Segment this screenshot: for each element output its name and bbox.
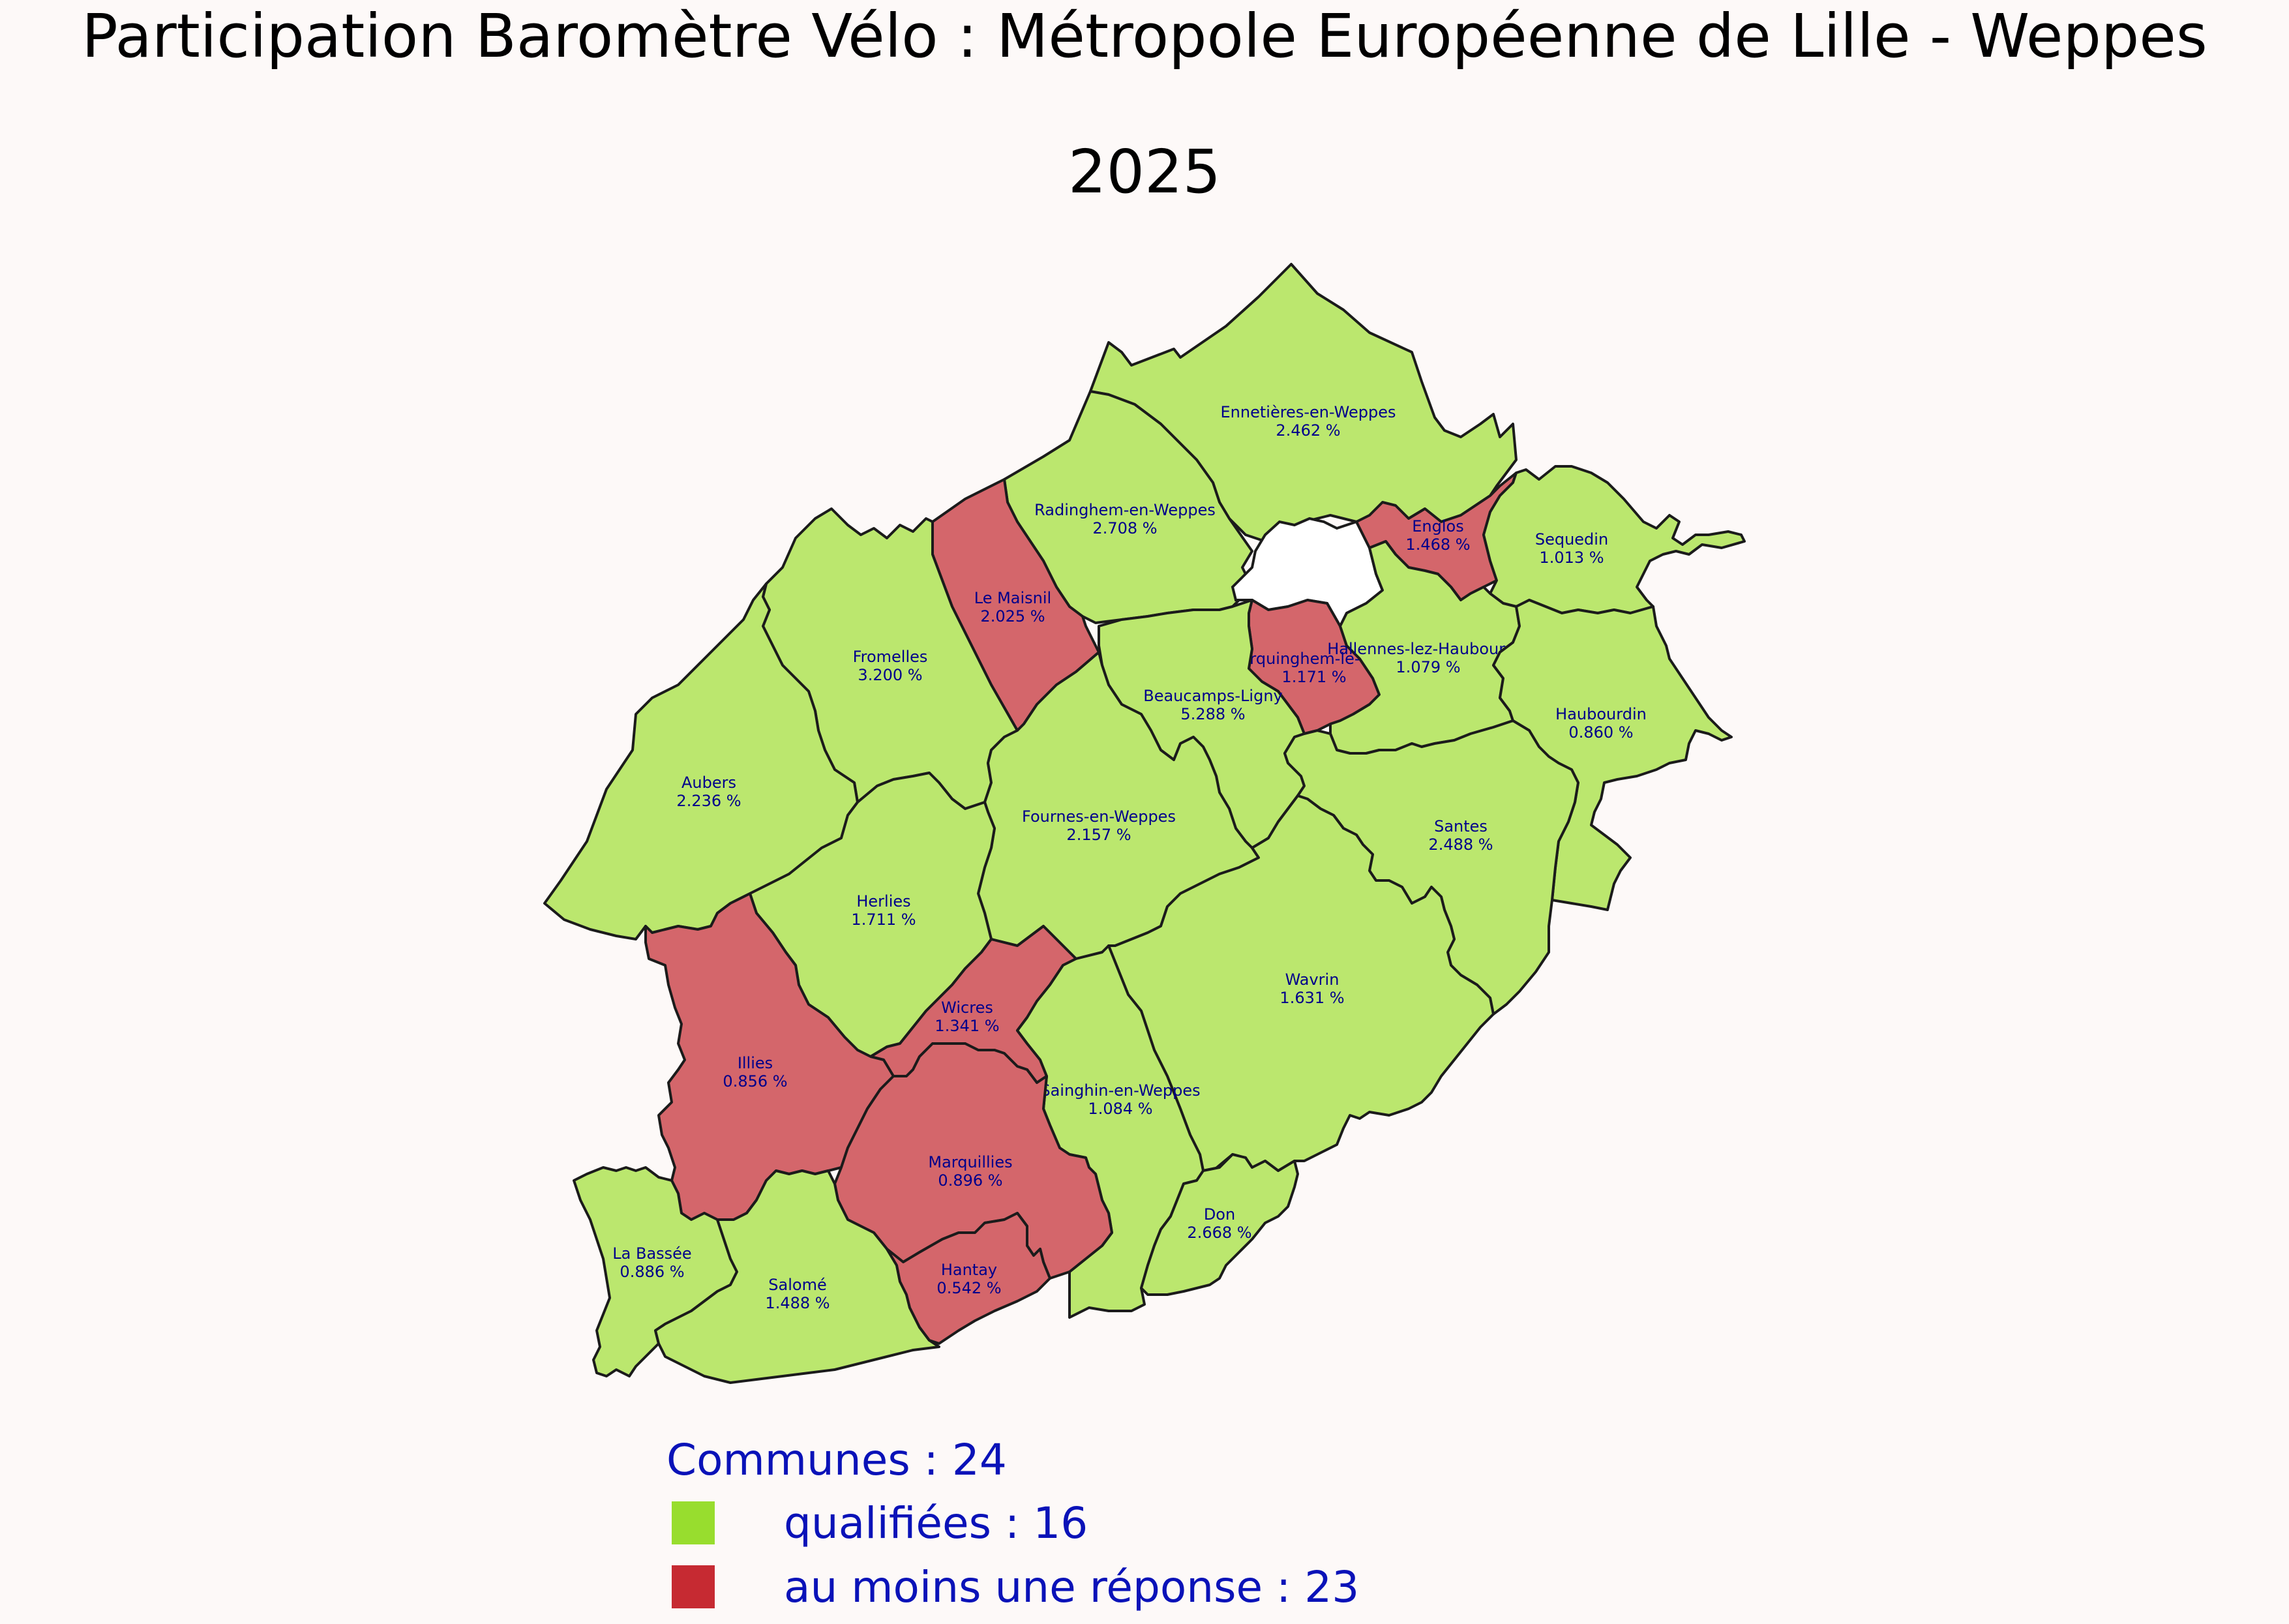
- commune-le-maisnil[interactable]: Le Maisnil 2.025 %: [931, 478, 1100, 732]
- commune-value-label: 2.462 %: [1276, 421, 1340, 440]
- commune-sainghin-en-weppes[interactable]: Sainghin-en-Weppes 1.084 %: [1016, 944, 1234, 1319]
- commune-name-label: Beaucamps-Ligny: [1143, 687, 1283, 705]
- commune-name-label: Hantay: [941, 1261, 997, 1279]
- commune-value-label: 2.236 %: [676, 792, 741, 810]
- commune-sequedin[interactable]: Sequedin 1.013 %: [1482, 465, 1746, 614]
- commune-name-label: Aubers: [681, 774, 736, 792]
- commune-name-label: Ennetières-en-Weppes: [1221, 403, 1396, 421]
- legend-label-qualified: qualifiées : 16: [784, 1497, 1088, 1548]
- commune-value-label: 1.013 %: [1539, 549, 1604, 567]
- commune-name-label: Marquillies: [928, 1153, 1012, 1171]
- commune-name-label: Santes: [1434, 817, 1488, 835]
- legend-item-qualified: qualifiées : 16: [672, 1497, 1088, 1548]
- commune-value-label: 2.157 %: [1066, 826, 1131, 844]
- commune-name-label: Radinghem-en-Weppes: [1034, 501, 1216, 519]
- legend-swatch-qualified: [672, 1501, 715, 1544]
- legend-title: Communes : 24: [666, 1435, 1007, 1485]
- commune-name-label: Fromelles: [853, 648, 928, 666]
- commune-name-label: Haubourdin: [1555, 705, 1647, 723]
- commune-ennetieres-en-weppes[interactable]: Ennetières-en-Weppes 2.462 %: [1089, 263, 1518, 543]
- commune-marquillies[interactable]: Marquillies 0.896 %: [833, 1042, 1113, 1280]
- commune-fournes-en-weppes[interactable]: Fournes-en-Weppes 2.157 %: [977, 651, 1260, 960]
- commune-value-label: 0.886 %: [620, 1263, 684, 1281]
- commune-value-label: 0.856 %: [723, 1072, 787, 1090]
- commune-value-label: 1.171 %: [1281, 668, 1346, 686]
- commune-value-label: 2.708 %: [1092, 519, 1157, 537]
- map-title: Participation Baromètre Vélo : Métropole…: [82, 1, 2207, 71]
- legend-label-partial: au moins une réponse : 23: [784, 1561, 1360, 1612]
- legend-swatch-partial: [672, 1565, 715, 1608]
- map-year: 2025: [1068, 137, 1221, 207]
- commune-value-label: 1.488 %: [765, 1294, 830, 1312]
- commune-value-label: 0.896 %: [938, 1171, 1002, 1190]
- commune-name-label: Wicres: [941, 999, 993, 1017]
- commune-hallennes-lez-haubourdin[interactable]: Hallennes-lez-Haubourdin 1.079 %: [1327, 540, 1529, 755]
- commune-beaucamps-ligny[interactable]: Beaucamps-Ligny 5.288 %: [1098, 599, 1306, 849]
- commune-hantay[interactable]: Hantay 0.542 %: [886, 1212, 1051, 1345]
- commune-salome[interactable]: Salomé 1.488 %: [654, 1169, 940, 1384]
- commune-value-label: 2.488 %: [1428, 835, 1493, 854]
- commune-value-label: 5.288 %: [1180, 705, 1245, 723]
- commune-name-label: Don: [1204, 1205, 1235, 1224]
- commune-value-label: 1.631 %: [1279, 989, 1344, 1007]
- commune-value-label: 0.860 %: [1568, 723, 1633, 742]
- commune-name-label: Sainghin-en-Weppes: [1040, 1081, 1200, 1100]
- commune-name-label: Le Maisnil: [974, 589, 1051, 607]
- commune-la-bassee[interactable]: La Bassée 0.886 %: [573, 1166, 738, 1377]
- commune-don[interactable]: Don 2.668 %: [1140, 1153, 1299, 1296]
- commune-name-label: Illies: [738, 1054, 773, 1072]
- commune-name-label: Wavrin: [1285, 970, 1339, 989]
- commune-name-label: Sequedin: [1535, 530, 1608, 549]
- commune-value-label: 1.341 %: [935, 1017, 999, 1035]
- commune-radinghem-en-weppes[interactable]: Radinghem-en-Weppes 2.708 %: [1003, 390, 1253, 627]
- commune-name-label: Englos: [1412, 517, 1463, 535]
- commune-name-label: La Bassée: [612, 1244, 691, 1263]
- commune-value-label: 1.079 %: [1396, 658, 1460, 676]
- commune-name-label: Fournes-en-Weppes: [1022, 807, 1176, 826]
- commune-value-label: 2.668 %: [1187, 1224, 1251, 1242]
- commune-name-label: Hallennes-lez-Haubourdin: [1327, 640, 1529, 658]
- commune-value-label: 2.025 %: [980, 607, 1045, 625]
- commune-illies[interactable]: Illies 0.856 %: [644, 892, 895, 1221]
- commune-name-label: Salomé: [768, 1276, 826, 1294]
- commune-value-label: 1.468 %: [1405, 535, 1470, 554]
- commune-value-label: 1.711 %: [851, 910, 916, 929]
- commune-name-label: Herlies: [856, 892, 910, 910]
- legend-item-partial: au moins une réponse : 23: [672, 1561, 1360, 1612]
- commune-value-label: 0.542 %: [936, 1279, 1001, 1297]
- commune-value-label: 1.084 %: [1088, 1100, 1152, 1118]
- commune-value-label: 3.200 %: [858, 666, 922, 684]
